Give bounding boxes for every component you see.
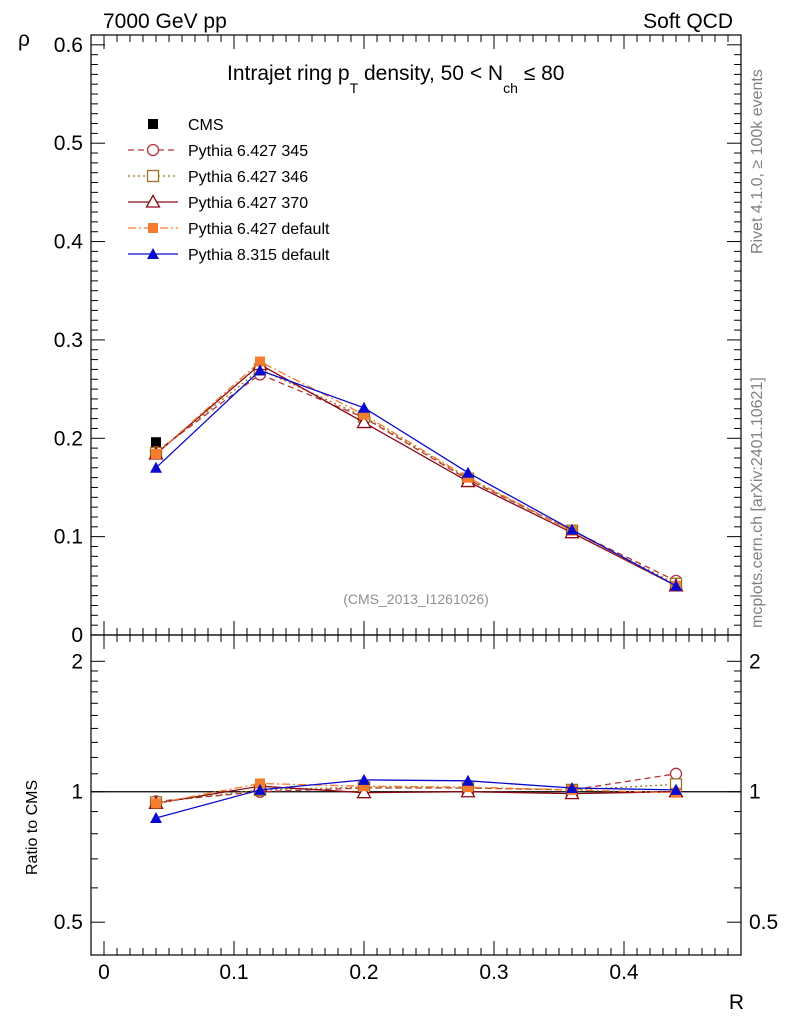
main-ytick-label: 0.1	[54, 526, 83, 549]
ratio-y-ticks: 0.5 0.5 1 1 2 2	[54, 650, 778, 934]
legend-marker	[145, 194, 161, 208]
main-series-line	[155, 368, 677, 585]
ratio-x-ticks: 0 0.1 0.2 0.3 0.4	[90, 635, 729, 984]
main-data-point	[151, 437, 161, 448]
ratio-plot-panel: 0.5 0.5 1 1 2 2 0 0.1 0.2 0.3 0.4 Ratio to CMS R	[24, 634, 778, 1014]
mcplots-label: mcplots.cern.ch [arXiv:2401.10621]	[749, 377, 766, 628]
main-ytick-label: 0	[71, 624, 83, 647]
legend-marker	[146, 143, 160, 157]
main-y-ticks: 0 0.1 0.2 0.3 0.4 0.5 0.6	[54, 34, 741, 647]
legend-entry: CMS	[148, 117, 224, 134]
ratio-data-point	[566, 782, 578, 794]
rivet-label: Rivet 4.1.0, ≥ 100k events	[749, 69, 766, 254]
legend-label: Pythia 6.427 default	[188, 221, 330, 238]
ratio-data-point	[151, 798, 161, 809]
legend: CMS Pythia 6.427 345 Pythia 6.427 346 Pythi…	[128, 117, 330, 264]
legend-label: Pythia 6.427 345	[188, 143, 308, 160]
legend-entry: Pythia 6.427 370	[128, 194, 308, 212]
ratio-data-point	[356, 784, 372, 799]
ratio-data-point	[254, 783, 266, 795]
legend-entry: Pythia 6.427 345	[128, 143, 308, 160]
main-series-line	[155, 363, 677, 587]
ratio-series	[148, 767, 684, 823]
chart-title-part-b: density, 50 < N	[358, 62, 503, 85]
chart-title-part-c: ≤ 80	[518, 62, 565, 85]
main-ytick-label: 0.4	[54, 231, 84, 254]
ratio-data-point	[358, 773, 370, 785]
ratio-data-point	[359, 781, 369, 792]
chart-title-sub-a: T	[350, 80, 359, 96]
legend-marker	[148, 119, 158, 129]
ratio-frame	[90, 634, 742, 956]
main-ylabel: ρ	[18, 28, 30, 51]
main-series-line	[155, 369, 677, 587]
ratio-series-4	[150, 773, 682, 823]
legend-entry: Pythia 6.427 346	[128, 169, 308, 186]
xtick-label: 0.3	[479, 961, 508, 984]
main-series-3	[148, 356, 684, 592]
legend-marker	[148, 223, 158, 233]
main-series-line	[155, 360, 677, 587]
legend-label: Pythia 6.427 346	[188, 169, 308, 186]
ratio-ytick-label-right: 2	[749, 650, 761, 673]
xtick-label: 0.4	[609, 961, 639, 984]
main-ytick-label: 0.3	[54, 329, 83, 352]
header-left: 7000 GeV pp	[103, 10, 227, 33]
legend-marker	[146, 169, 160, 183]
ratio-data-point	[463, 782, 473, 793]
ratio-data-point	[670, 783, 682, 795]
chart-title-sub-b: ch	[503, 80, 518, 96]
main-data-point	[359, 409, 369, 420]
main-ytick-label: 0.5	[54, 132, 83, 155]
ratio-series-line	[155, 779, 677, 819]
main-series-4	[151, 356, 681, 591]
legend-entry: Pythia 8.315 default	[128, 247, 330, 264]
ratio-data-point	[255, 778, 265, 789]
chart-title-part-a: Intrajet ring p	[227, 62, 350, 85]
legend-label: CMS	[188, 117, 224, 134]
chart-title: Intrajet ring pT density, 50 < Nch ≤ 80	[227, 62, 564, 96]
main-ytick-label: 0.6	[54, 34, 83, 57]
main-data-point	[151, 449, 161, 460]
main-ytick-label: 0.2	[54, 427, 83, 450]
main-data-point	[462, 466, 474, 478]
ratio-ylabel: Ratio to CMS	[24, 780, 41, 875]
main-data-point	[356, 414, 372, 429]
main-data-point	[254, 364, 266, 376]
main-series-0	[151, 367, 681, 591]
ratio-data-point	[150, 811, 162, 823]
ratio-data-point	[669, 767, 683, 780]
ratio-series-line	[155, 785, 677, 805]
ratio-ytick-label: 1	[71, 781, 83, 804]
header-right: Soft QCD	[643, 10, 733, 33]
legend-entry: Pythia 6.427 default	[128, 221, 330, 238]
main-x-ticks	[90, 35, 729, 635]
ratio-ytick-label-right: 0.5	[749, 911, 778, 934]
x-axis-label: R	[729, 991, 744, 1014]
ratio-series-line	[155, 783, 677, 804]
main-series-1	[149, 368, 683, 588]
ratio-ytick-label-right: 1	[749, 781, 761, 804]
ratio-ytick-label: 0.5	[54, 911, 83, 934]
xtick-label: 0.1	[219, 961, 248, 984]
xtick-label: 0.2	[349, 961, 378, 984]
main-data-point	[255, 356, 265, 367]
ratio-ytick-label: 2	[71, 650, 83, 673]
main-series-line	[155, 373, 677, 582]
analysis-annotation: (CMS_2013_I1261026)	[343, 591, 489, 607]
ratio-series-line	[155, 782, 677, 805]
legend-label: Pythia 8.315 default	[188, 247, 330, 264]
main-data-point	[150, 461, 162, 473]
xtick-label: 0	[98, 961, 110, 984]
legend-label: Pythia 6.427 370	[188, 195, 308, 212]
main-data-point	[566, 523, 578, 535]
main-data-point	[670, 579, 682, 591]
main-series	[148, 356, 684, 592]
legend-marker	[147, 248, 159, 259]
main-data-point	[358, 401, 370, 413]
main-plot-panel: 0 0.1 0.2 0.3 0.4 0.5 0.6 ρ Intrajet ring pT d…	[18, 28, 742, 647]
ratio-data-point	[462, 774, 474, 786]
main-series-5	[150, 364, 682, 591]
